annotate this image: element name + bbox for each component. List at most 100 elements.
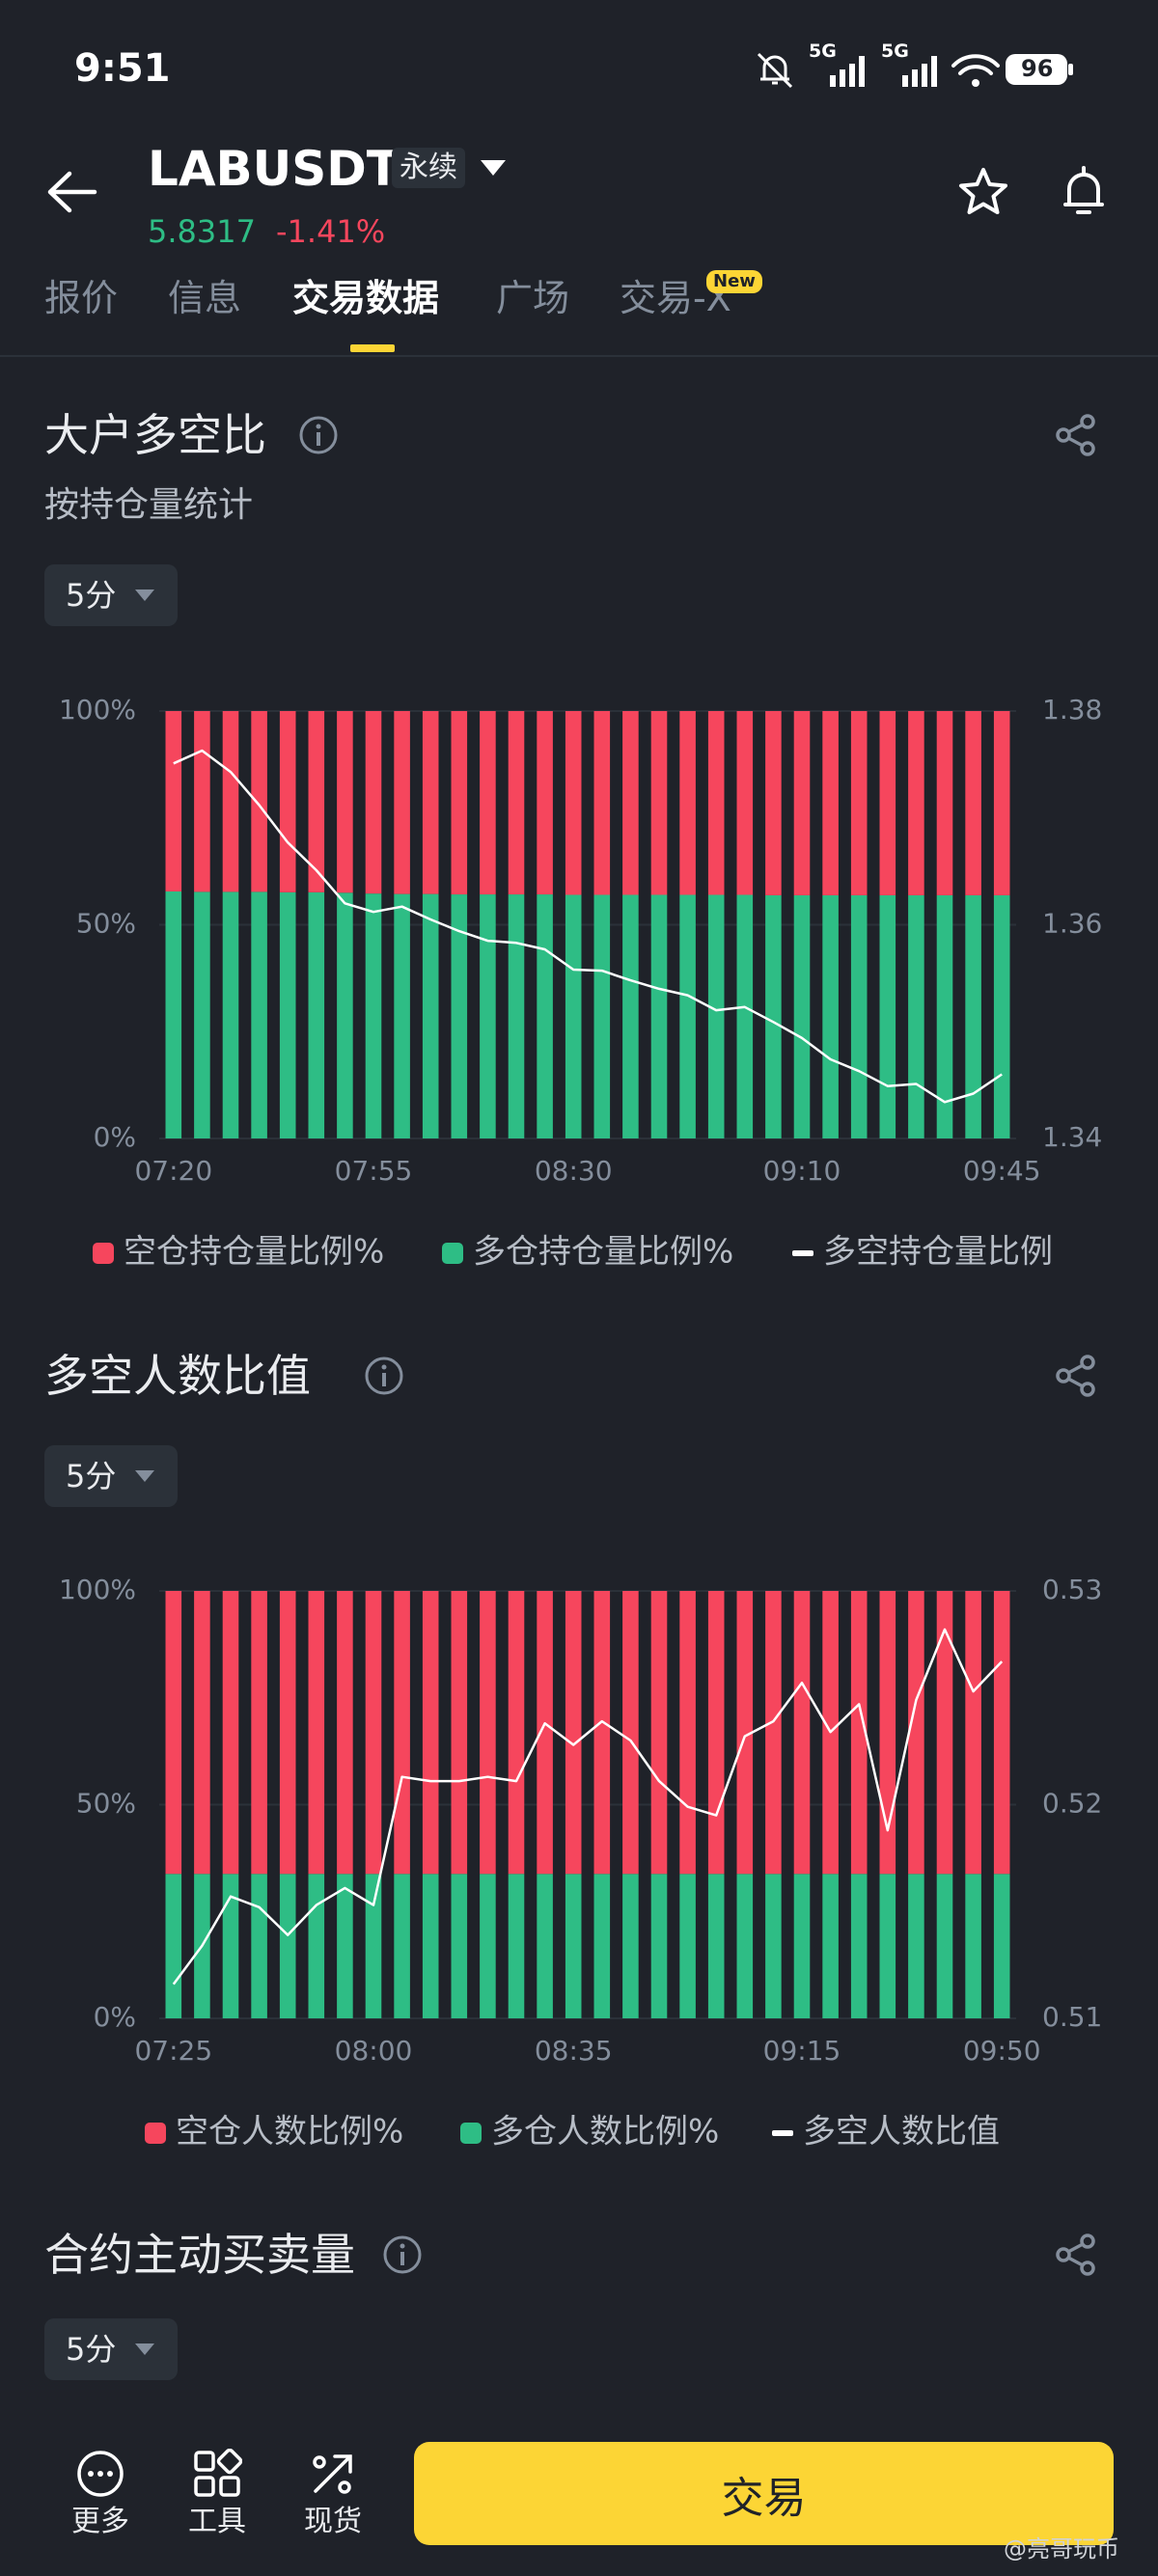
bar-segment <box>194 891 210 1138</box>
bar-segment <box>308 1874 325 2018</box>
bar-segment <box>822 711 839 895</box>
bar-segment <box>622 711 639 895</box>
alert-button[interactable] <box>1058 164 1110 220</box>
section-subtitle: 按持仓量统计 <box>44 485 254 525</box>
y-tick-label: 0% <box>94 1121 136 1153</box>
legend-label: 多仓人数比例% <box>491 2113 719 2151</box>
section-title: 大户多空比 <box>44 409 266 461</box>
bar-segment <box>793 894 811 1138</box>
bar-segment <box>279 1874 296 2018</box>
symbol[interactable]: LABUSDT <box>148 141 400 197</box>
bar-segment <box>394 711 410 894</box>
bar-segment <box>707 711 725 895</box>
legend-label: 多空持仓量比例 <box>823 1233 1053 1272</box>
bar-segment <box>394 1874 410 2018</box>
share-button[interactable] <box>1054 413 1098 457</box>
x-tick-label: 07:20 <box>134 1155 212 1187</box>
bar-segment <box>707 1874 725 2018</box>
tab[interactable]: 交易数据 <box>292 277 440 319</box>
bar-segment <box>650 1591 668 1875</box>
info-icon[interactable] <box>297 414 340 456</box>
bar-segment <box>165 891 182 1138</box>
bar-segment <box>451 894 468 1138</box>
bar-segment <box>222 711 239 892</box>
bar-segment <box>707 894 725 1138</box>
share-button[interactable] <box>1054 2233 1098 2277</box>
share-button[interactable] <box>1054 1354 1098 1398</box>
bar-segment <box>936 894 953 1138</box>
bar-segment <box>993 894 1010 1138</box>
interval-dropdown[interactable]: 5分 <box>44 564 178 626</box>
bottom-nav-label[interactable]: 现货 <box>304 2505 362 2538</box>
spot-icon[interactable] <box>308 2449 358 2499</box>
bar-segment <box>736 1874 754 2018</box>
bar-segment <box>593 711 611 895</box>
bar-segment <box>850 894 868 1138</box>
bar-segment <box>765 894 782 1138</box>
more-icon[interactable] <box>75 2449 125 2499</box>
symbol-dropdown[interactable] <box>479 158 508 178</box>
tab[interactable]: 信息 <box>168 277 242 319</box>
bar-segment <box>679 711 696 895</box>
bar-segment <box>365 1874 382 2018</box>
bar-segment <box>650 1874 668 2018</box>
bar-segment <box>451 1591 468 1875</box>
info-icon[interactable] <box>381 2233 424 2276</box>
x-tick-label: 08:00 <box>335 2035 413 2067</box>
bar-segment <box>222 891 239 1138</box>
status-time: 9:51 <box>74 46 171 91</box>
back-button[interactable] <box>46 170 98 214</box>
bar-segment <box>593 1874 611 2018</box>
y-tick-label: 100% <box>59 694 136 726</box>
bar-segment <box>222 1591 239 1875</box>
bar-segment <box>793 1591 811 1875</box>
bar-segment <box>707 1591 725 1875</box>
bar-segment <box>308 711 325 892</box>
bar-segment <box>879 894 896 1138</box>
y2-tick-label: 1.34 <box>1042 1121 1102 1153</box>
legend-swatch <box>442 1243 463 1264</box>
bar-segment <box>965 1591 981 1875</box>
interval-dropdown[interactable]: 5分 <box>44 1445 178 1507</box>
bottom-nav-label[interactable]: 更多 <box>71 2505 129 2538</box>
bar-segment <box>337 1874 353 2018</box>
y-tick-label: 50% <box>76 1788 136 1820</box>
y2-tick-label: 0.51 <box>1042 2001 1102 2033</box>
favorite-button[interactable] <box>957 166 1009 218</box>
bar-segment <box>793 1874 811 2018</box>
bar-segment <box>936 1874 953 2018</box>
dropdown-caret <box>135 2343 154 2355</box>
bar-segment <box>793 711 811 895</box>
bar-segment <box>936 711 953 895</box>
trade-button[interactable]: 交易 <box>414 2442 1114 2545</box>
bar-segment <box>337 892 353 1138</box>
legend-swatch <box>792 1250 813 1256</box>
line-series <box>173 749 1003 1104</box>
bar-segment <box>593 894 611 1138</box>
interval-dropdown[interactable]: 5分 <box>44 2318 178 2380</box>
bar-segment <box>537 894 553 1138</box>
tools-icon[interactable] <box>192 2449 242 2499</box>
tab[interactable]: 报价 <box>44 277 119 319</box>
bar-segment <box>622 1874 639 2018</box>
interval-label: 5分 <box>66 577 117 614</box>
interval-label: 5分 <box>66 2331 117 2368</box>
bar-segment <box>679 1591 696 1875</box>
bar-segment <box>765 1874 782 2018</box>
info-icon[interactable] <box>363 1355 405 1397</box>
bar-segment <box>765 1591 782 1875</box>
bar-segment <box>279 891 296 1138</box>
bar-segment <box>165 1874 182 2018</box>
divider <box>0 355 1158 357</box>
bar-segment <box>965 711 981 895</box>
y2-tick-label: 0.53 <box>1042 1574 1102 1605</box>
x-tick-label: 07:55 <box>335 1155 413 1187</box>
line-series <box>172 1628 1004 1986</box>
tab[interactable]: 广场 <box>496 277 570 319</box>
bar-segment <box>451 1874 468 2018</box>
bar-segment <box>879 1591 896 1875</box>
bottom-nav-label[interactable]: 工具 <box>188 2505 246 2538</box>
bar-segment <box>908 1591 924 1875</box>
x-tick-label: 07:25 <box>134 2035 212 2067</box>
bar-segment <box>422 893 439 1138</box>
